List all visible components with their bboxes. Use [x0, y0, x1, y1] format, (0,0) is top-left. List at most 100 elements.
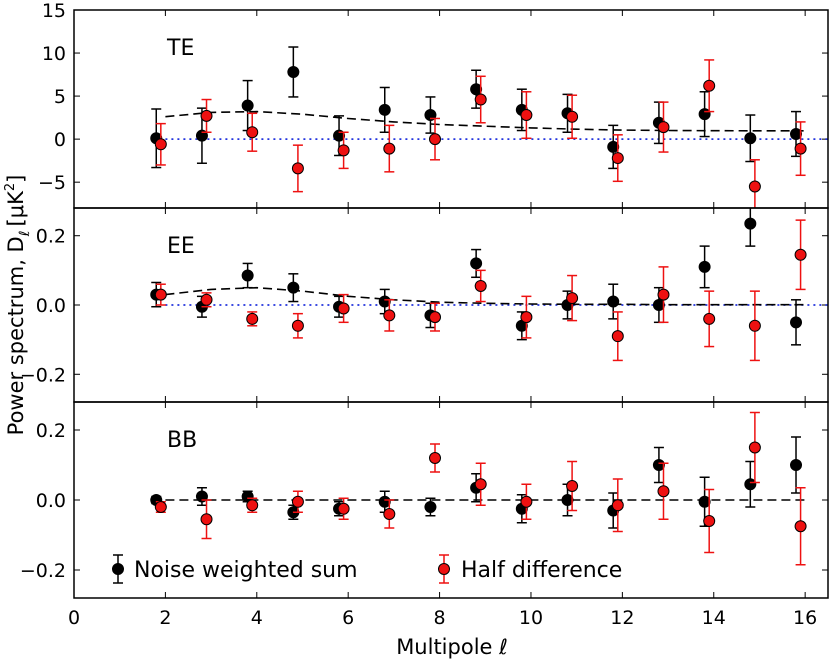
point-half-ee	[429, 311, 442, 324]
point-half-bb	[474, 478, 487, 491]
point-half-te	[748, 180, 761, 193]
point-sum-bb	[424, 501, 437, 513]
y-tick-label-te: 0	[54, 129, 66, 151]
x-tick-label: 0	[68, 607, 80, 629]
point-half-te	[657, 121, 670, 134]
point-half-bb	[200, 513, 213, 526]
x-tick-label: 16	[793, 607, 817, 629]
point-half-te	[474, 93, 487, 106]
point-sum-ee	[287, 281, 300, 294]
panel-label-ee: EE	[167, 234, 195, 259]
point-half-bb	[383, 508, 396, 520]
point-half-te	[337, 144, 350, 157]
y-axis-title: Power spectrum, Dℓ[μK2]	[3, 175, 33, 436]
point-half-bb	[291, 495, 304, 508]
point-half-ee	[154, 288, 167, 301]
x-tick-label: 12	[610, 607, 634, 629]
legend-marker-sum	[112, 563, 124, 575]
point-half-ee	[246, 312, 259, 325]
point-half-ee	[611, 330, 624, 343]
point-sum-bb	[652, 459, 665, 471]
panel-ee: −0.2 0.0 0.2 EE	[20, 207, 829, 403]
chart-panels: −5 0 5 10 15 TE −0.2 0.0 0.2 EE −0.2 0.0 0.2 BB 0 2 4 6 8 1…	[20, 0, 829, 629]
point-half-te	[291, 162, 304, 175]
point-sum-bb	[698, 495, 711, 508]
legend-label-half: Half difference	[461, 558, 622, 583]
point-half-te	[611, 152, 624, 165]
point-half-bb	[794, 520, 807, 533]
x-axis-title: Multipole ℓ	[396, 635, 508, 659]
point-sum-bb	[378, 495, 391, 508]
legend-marker-half	[438, 563, 450, 575]
x-tick-label: 6	[342, 607, 354, 629]
point-sum-ee	[241, 269, 254, 282]
point-sum-bb	[790, 459, 803, 471]
point-half-bb	[566, 480, 579, 492]
point-half-bb	[703, 515, 716, 527]
point-half-ee	[200, 293, 213, 306]
point-half-ee	[657, 288, 670, 301]
point-half-ee	[291, 319, 304, 332]
point-half-bb	[154, 501, 167, 513]
x-tick-label: 2	[159, 607, 171, 629]
point-half-ee	[337, 302, 350, 315]
y-tick-label-te: 15	[42, 0, 66, 22]
legend-label-sum: Noise weighted sum	[134, 558, 358, 583]
point-sum-bb	[744, 478, 757, 491]
point-half-te	[154, 138, 167, 151]
point-sum-ee	[790, 316, 803, 329]
x-tick-label: 14	[702, 607, 726, 629]
point-sum-ee	[378, 295, 391, 308]
point-half-ee	[520, 311, 533, 324]
point-half-bb	[429, 452, 442, 464]
y-tick-label-te: 10	[42, 43, 66, 65]
y-tick-label-bb: 0.2	[36, 420, 66, 442]
legend-entry-sum: Noise weighted sum	[112, 554, 358, 584]
legend-entry-half: Half difference	[438, 554, 622, 584]
point-half-te	[566, 110, 579, 123]
y-tick-label-ee: 0.2	[36, 226, 66, 248]
y-tick-label-ee: −0.2	[20, 364, 66, 386]
panel-plot-area-ee	[150, 208, 828, 362]
x-tick-label: 4	[251, 607, 263, 629]
point-half-bb	[748, 441, 761, 454]
point-half-bb	[520, 495, 533, 508]
model-curve-ee	[165, 286, 806, 306]
point-half-te	[429, 133, 442, 146]
y-tick-label-bb: −0.2	[20, 560, 66, 582]
panel-te: −5 0 5 10 15 TE	[38, 0, 829, 209]
point-sum-ee	[470, 257, 483, 270]
point-half-bb	[246, 499, 259, 512]
panel-bb: −0.2 0.0 0.2 BB	[20, 401, 829, 599]
y-tick-label-te: 5	[54, 86, 66, 108]
y-tick-label-te: −5	[38, 172, 66, 194]
y-axis-title-close: ]	[4, 175, 28, 183]
model-curve-te	[165, 110, 806, 132]
x-tick-label: 8	[434, 607, 446, 629]
point-half-te	[200, 109, 213, 122]
point-half-bb	[611, 499, 624, 512]
point-half-ee	[474, 279, 487, 292]
panel-frame-bb	[73, 401, 829, 599]
point-half-bb	[657, 485, 670, 498]
point-sum-ee	[744, 217, 757, 230]
point-sum-ee	[652, 299, 665, 311]
panel-label-bb: BB	[167, 428, 197, 453]
y-tick-label-bb: 0.0	[36, 490, 66, 512]
point-sum-te	[470, 83, 483, 96]
point-half-ee	[794, 248, 807, 261]
point-half-te	[520, 109, 533, 122]
point-sum-ee	[607, 295, 620, 308]
point-half-te	[703, 79, 716, 92]
point-half-ee	[383, 309, 396, 322]
point-sum-bb	[561, 494, 574, 506]
y-axis-title-superscript: 2	[3, 183, 18, 191]
x-tick-label: 10	[519, 607, 543, 629]
legend: Noise weighted sum Half difference	[112, 554, 622, 584]
point-sum-ee	[698, 260, 711, 273]
point-sum-te	[790, 127, 803, 140]
point-half-te	[246, 126, 259, 139]
point-sum-te	[287, 65, 300, 78]
point-half-te	[383, 142, 396, 155]
